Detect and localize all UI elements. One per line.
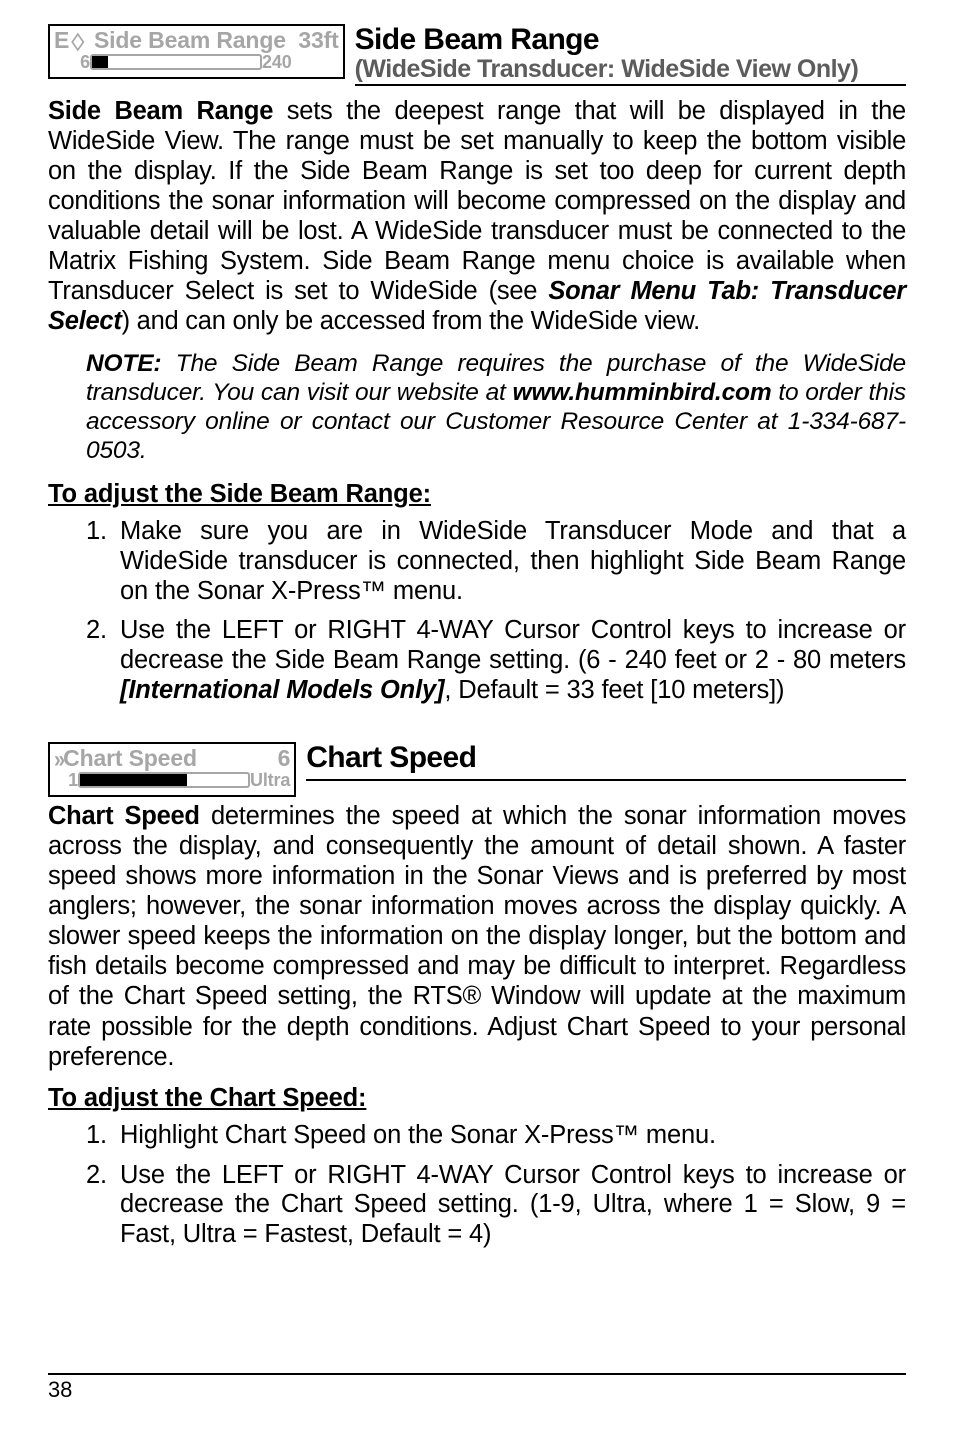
slider-fill (92, 56, 108, 68)
chart-speed-control: »Chart Speed 6 1 Ultra (48, 742, 296, 797)
s2-para: determines the speed at which the sonar … (48, 802, 906, 1071)
prefix-e: E (54, 29, 69, 52)
control-label-row: E◇ Side Beam Range 33ft (54, 29, 339, 52)
section1-subheading: (WideSide Transducer: WideSide View Only… (355, 56, 906, 82)
slider-min: 6 (54, 53, 90, 71)
control-value: 6 (278, 747, 291, 770)
section1-adjust-head: To adjust the Side Beam Range: (48, 480, 906, 509)
slider-max: 240 (262, 53, 292, 71)
side-beam-range-control: E◇ Side Beam Range 33ft 6 240 (48, 24, 345, 79)
section1-heading: Side Beam Range (355, 24, 906, 56)
page-number: 38 (48, 1377, 72, 1403)
list-item: Use the LEFT or RIGHT 4-WAY Cursor Contr… (86, 616, 906, 705)
list-item: Use the LEFT or RIGHT 4-WAY Cursor Contr… (86, 1161, 906, 1250)
heading-block: Side Beam Range (WideSide Transducer: Wi… (355, 24, 906, 92)
heading-block: Chart Speed (306, 742, 906, 788)
li2a: Use the LEFT or RIGHT 4-WAY Cursor Contr… (120, 616, 906, 674)
section2-adjust-head: To adjust the Chart Speed: (48, 1084, 906, 1113)
slider-row: 1 Ultra (54, 771, 290, 789)
s2-lead: Chart Speed (48, 802, 200, 830)
section1-body: Side Beam Range sets the deepest range t… (48, 96, 906, 337)
section2-list: Highlight Chart Speed on the Sonar X-Pre… (86, 1121, 906, 1250)
s1-para: sets the deepest range that will be disp… (48, 97, 906, 305)
section2-body: Chart Speed determines the speed at whic… (48, 801, 906, 1072)
li2c: , Default = 33 feet [10 meters]) (444, 676, 784, 704)
slider-track (78, 772, 250, 788)
li2b: [International Models Only] (120, 676, 444, 704)
list-item: Highlight Chart Speed on the Sonar X-Pre… (86, 1121, 906, 1151)
control-label-row: »Chart Speed 6 (54, 747, 290, 770)
heading-rule (306, 779, 906, 781)
control-label: Side Beam Range (94, 29, 286, 52)
slider-track (90, 54, 262, 70)
diamond-icon: ◇ (72, 29, 84, 52)
section1-list: Make sure you are in WideSide Transducer… (86, 517, 906, 706)
control-value: 33ft (298, 29, 338, 52)
footer-rule (48, 1373, 906, 1375)
list-item: Make sure you are in WideSide Transducer… (86, 517, 906, 606)
note-bold: www.humminbird.com (513, 379, 772, 406)
control-label: Chart Speed (63, 745, 197, 771)
section2-heading: Chart Speed (306, 742, 906, 774)
section1-note: NOTE: The Side Beam Range requires the p… (86, 350, 906, 466)
note-lead: NOTE: (86, 350, 161, 377)
slider-min: 1 (54, 771, 78, 789)
slider-row: 6 240 (54, 53, 339, 71)
slider-fill (80, 774, 187, 786)
section2-header: »Chart Speed 6 1 Ultra Chart Speed (48, 742, 906, 797)
section1-header: E◇ Side Beam Range 33ft 6 240 Side Beam … (48, 24, 906, 92)
heading-rule (355, 84, 906, 86)
slider-max: Ultra (250, 771, 290, 789)
arrows-icon: » (54, 748, 59, 772)
s1-para-tail: ) and can only be accessed from the Wide… (122, 307, 700, 335)
